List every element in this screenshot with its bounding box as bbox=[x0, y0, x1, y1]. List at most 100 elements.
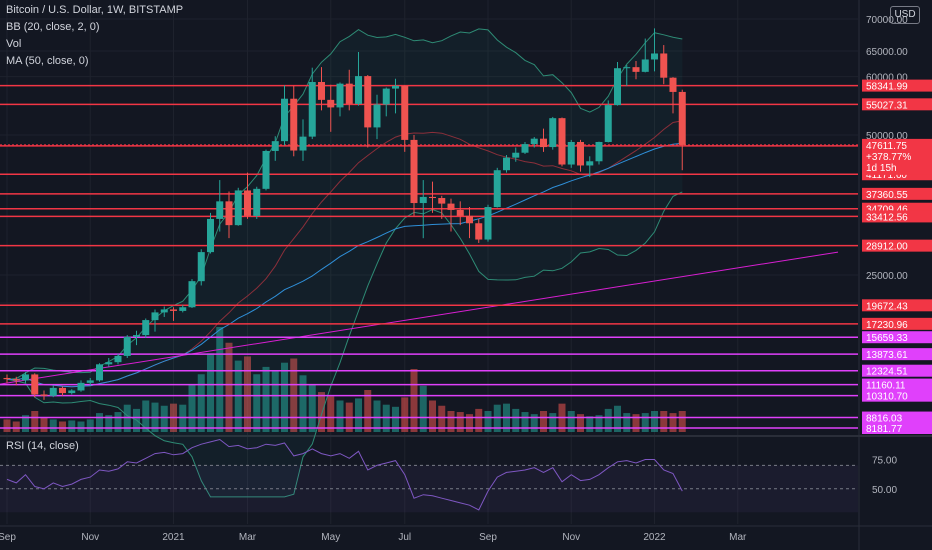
level-price-tag bbox=[862, 411, 932, 424]
level-price-tag bbox=[862, 299, 932, 312]
candle-body bbox=[558, 118, 566, 165]
level-price-label: 55027.31 bbox=[866, 100, 908, 111]
level-price-tag bbox=[862, 389, 932, 402]
candle-body bbox=[484, 207, 492, 240]
level-price-label: 33412.56 bbox=[866, 212, 908, 223]
volume-bar bbox=[3, 419, 11, 432]
volume-bar bbox=[373, 400, 381, 432]
time-tick-label: Mar bbox=[729, 532, 747, 543]
volume-bar bbox=[253, 374, 261, 432]
candle-body bbox=[12, 379, 20, 381]
ma-indicator-label[interactable]: MA (50, close, 0) bbox=[6, 55, 89, 67]
candle-body bbox=[105, 362, 113, 365]
volume-bar bbox=[586, 416, 594, 432]
volume-bar bbox=[512, 408, 520, 432]
volume-bar bbox=[197, 374, 205, 432]
candle-body bbox=[419, 196, 427, 204]
volume-bar bbox=[114, 412, 122, 432]
candle-body bbox=[299, 136, 307, 151]
level-price-tag bbox=[862, 422, 932, 434]
rsi-line bbox=[6, 438, 683, 511]
candle-body bbox=[373, 104, 381, 128]
level-price-label: 41171.60 bbox=[866, 170, 907, 181]
candle-body bbox=[540, 138, 547, 148]
level-price-tag bbox=[862, 331, 932, 344]
candle-body bbox=[604, 105, 612, 142]
volume-bar bbox=[669, 413, 677, 432]
volume-indicator-label[interactable]: Vol bbox=[6, 38, 22, 50]
volume-bar bbox=[447, 411, 455, 432]
candle-body bbox=[493, 170, 501, 208]
currency-button[interactable]: USD bbox=[890, 6, 920, 24]
candle-body bbox=[614, 68, 621, 106]
candle-body bbox=[281, 98, 288, 142]
level-price-label: 12324.51 bbox=[866, 367, 908, 378]
bar-countdown-label: 1d 15h bbox=[866, 163, 897, 174]
time-tick-label: Sep bbox=[0, 532, 16, 543]
candle-body bbox=[623, 67, 631, 69]
volume-bar bbox=[105, 415, 113, 432]
volume-bar bbox=[530, 414, 538, 432]
candle-body bbox=[651, 53, 658, 60]
level-price-label: 28912.00 bbox=[866, 242, 908, 253]
candle-body bbox=[40, 394, 48, 396]
candle-body bbox=[327, 99, 335, 108]
volume-bar bbox=[595, 415, 603, 432]
time-tick-label: Sep bbox=[479, 532, 497, 543]
candle-body bbox=[3, 377, 11, 380]
level-price-tag bbox=[862, 378, 932, 391]
volume-bar bbox=[49, 419, 57, 432]
candle-body bbox=[382, 88, 390, 105]
candle-body bbox=[170, 309, 177, 311]
candle-body bbox=[336, 83, 344, 108]
price-tick-label: 25000.00 bbox=[866, 271, 908, 282]
level-price-tag bbox=[862, 364, 932, 377]
level-price-label: 8181.77 bbox=[866, 424, 903, 435]
candle-body bbox=[447, 203, 455, 210]
volume-bar bbox=[429, 400, 436, 432]
volume-bar bbox=[318, 392, 325, 432]
volume-bar bbox=[484, 411, 492, 432]
volume-bar bbox=[281, 362, 288, 432]
volume-bar bbox=[410, 369, 418, 432]
level-price-label: 17230.96 bbox=[866, 320, 908, 331]
level-price-tag bbox=[862, 79, 932, 92]
volume-bar bbox=[336, 400, 344, 432]
candle-body bbox=[271, 141, 279, 151]
candle-body bbox=[429, 196, 436, 199]
rsi-indicator-label[interactable]: RSI (14, close) bbox=[6, 440, 79, 452]
volume-bar bbox=[207, 353, 214, 432]
current-price-tag bbox=[862, 138, 932, 175]
candle-body bbox=[59, 387, 66, 394]
candle-body bbox=[216, 201, 224, 219]
volume-bar bbox=[632, 414, 640, 432]
volume-bar bbox=[299, 375, 307, 432]
candle-body bbox=[22, 374, 29, 381]
price-tick-label: 70000.00 bbox=[866, 15, 908, 26]
candle-body bbox=[31, 374, 39, 395]
candle-body bbox=[641, 59, 649, 72]
candle-body bbox=[318, 82, 325, 100]
level-price-label: 37360.55 bbox=[866, 190, 908, 201]
time-axis: Sep Nov 2021 Mar May Jul Sep Nov 2022 Mar bbox=[0, 532, 747, 543]
candle-body bbox=[595, 141, 603, 162]
volume-bar bbox=[59, 421, 66, 432]
level-price-label: 13873.61 bbox=[866, 350, 908, 361]
volume-bar bbox=[382, 404, 390, 432]
candle-body bbox=[466, 215, 473, 224]
volume-bar bbox=[392, 406, 399, 432]
volume-bar bbox=[466, 414, 473, 432]
volume-bar bbox=[355, 398, 362, 432]
candle-body bbox=[401, 85, 409, 140]
candle-body bbox=[207, 218, 214, 253]
candle-body bbox=[68, 390, 76, 394]
volume-bar bbox=[96, 413, 103, 432]
bb-indicator-label[interactable]: BB (20, close, 2, 0) bbox=[6, 21, 100, 33]
level-price-tag bbox=[862, 239, 932, 252]
candle-body bbox=[123, 336, 131, 356]
volume-bar bbox=[549, 413, 557, 432]
rsi-tick-label: 50.00 bbox=[872, 485, 897, 496]
candle-body bbox=[345, 83, 353, 104]
candle-body bbox=[77, 382, 85, 391]
